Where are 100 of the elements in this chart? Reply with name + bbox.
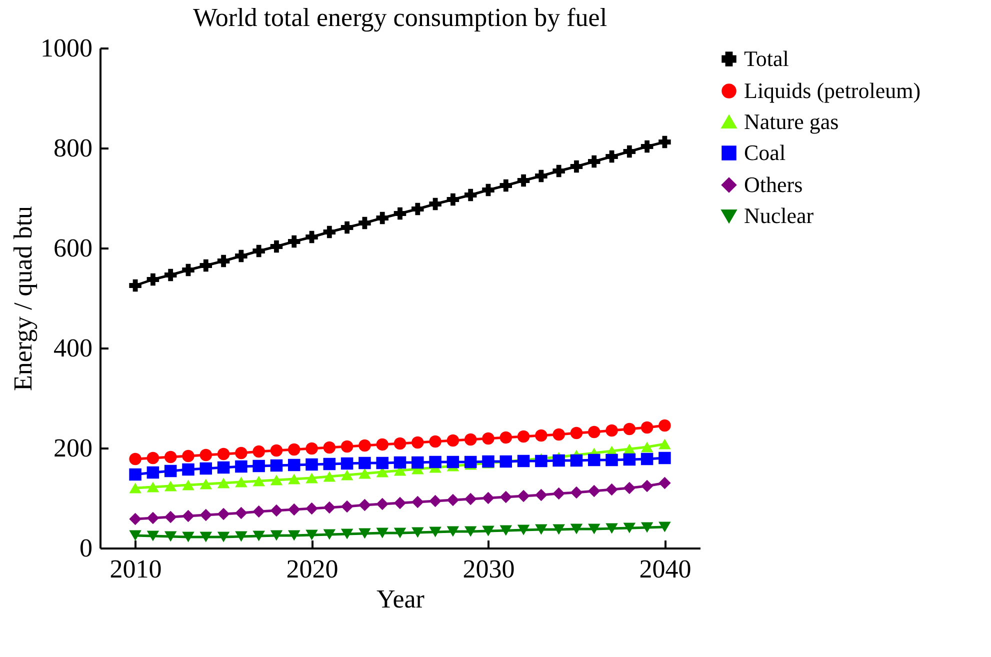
point	[464, 526, 477, 537]
legend-label: Coal	[744, 140, 786, 165]
point	[446, 494, 460, 506]
point	[358, 528, 371, 539]
point	[129, 468, 142, 481]
point	[146, 512, 160, 524]
point	[182, 510, 194, 522]
point	[164, 480, 177, 492]
point	[306, 230, 318, 244]
point	[482, 526, 494, 536]
point	[288, 235, 300, 248]
point	[500, 490, 512, 504]
point	[306, 472, 318, 484]
point	[217, 478, 230, 488]
point	[570, 160, 583, 173]
point	[182, 450, 194, 462]
point	[517, 174, 530, 187]
chart-title: World total energy consumption by fuel	[192, 3, 608, 32]
point	[200, 478, 212, 490]
point	[358, 439, 371, 452]
point	[535, 429, 548, 442]
point	[446, 456, 460, 468]
x-tick-label: 2010	[110, 554, 162, 584]
point	[658, 136, 671, 148]
point	[270, 530, 283, 541]
point	[376, 212, 388, 224]
point	[200, 462, 212, 475]
point	[252, 445, 265, 458]
point	[623, 145, 636, 158]
point	[164, 268, 177, 282]
legend-label: Nature gas	[744, 109, 839, 134]
point	[623, 422, 636, 436]
point	[217, 448, 230, 460]
point	[323, 529, 336, 540]
point	[412, 527, 424, 538]
point	[535, 454, 548, 468]
point	[252, 244, 265, 258]
x-tick-label: 2030	[462, 554, 515, 584]
point	[200, 508, 212, 522]
point	[429, 494, 442, 508]
point	[323, 226, 336, 238]
point	[217, 461, 230, 474]
point	[412, 436, 424, 449]
point	[464, 492, 477, 506]
point	[623, 482, 636, 494]
point	[446, 193, 460, 206]
point	[500, 179, 512, 192]
point	[535, 170, 548, 182]
point	[394, 456, 406, 469]
point	[235, 446, 248, 460]
point	[164, 531, 177, 542]
point	[552, 164, 565, 178]
y-tick-label: 600	[54, 234, 92, 262]
point	[552, 524, 565, 535]
point	[270, 240, 283, 253]
point	[323, 471, 336, 482]
point	[146, 466, 160, 479]
legend-label: Total	[744, 46, 789, 71]
point	[552, 428, 565, 441]
y-tick-label: 400	[54, 334, 92, 362]
point	[182, 463, 194, 476]
point	[376, 528, 388, 538]
point	[340, 221, 354, 234]
point	[429, 435, 442, 448]
point	[552, 454, 565, 467]
point	[252, 530, 265, 542]
point	[235, 476, 248, 488]
point	[517, 490, 530, 502]
point	[340, 528, 354, 540]
point	[570, 486, 583, 499]
point	[252, 460, 265, 472]
point	[146, 452, 160, 464]
point	[535, 488, 548, 502]
point	[340, 440, 354, 453]
point	[288, 474, 300, 484]
point	[588, 426, 600, 438]
point	[535, 524, 548, 535]
point	[270, 444, 283, 457]
point	[288, 503, 300, 516]
point	[517, 524, 530, 536]
point	[340, 500, 354, 513]
x-tick-label: 2020	[286, 554, 338, 584]
point	[412, 202, 424, 216]
point	[376, 456, 388, 470]
point	[164, 464, 177, 478]
point	[146, 273, 160, 286]
point	[640, 421, 654, 434]
point	[588, 484, 600, 498]
y-tick-label: 800	[54, 134, 92, 162]
point	[323, 458, 336, 470]
y-tick-label: 0	[80, 534, 92, 562]
point	[129, 512, 142, 526]
point	[606, 424, 618, 437]
point	[376, 498, 388, 510]
point	[182, 480, 194, 490]
point	[217, 254, 230, 268]
point	[606, 150, 618, 163]
point	[570, 426, 583, 440]
point	[500, 431, 512, 444]
point	[606, 523, 618, 534]
